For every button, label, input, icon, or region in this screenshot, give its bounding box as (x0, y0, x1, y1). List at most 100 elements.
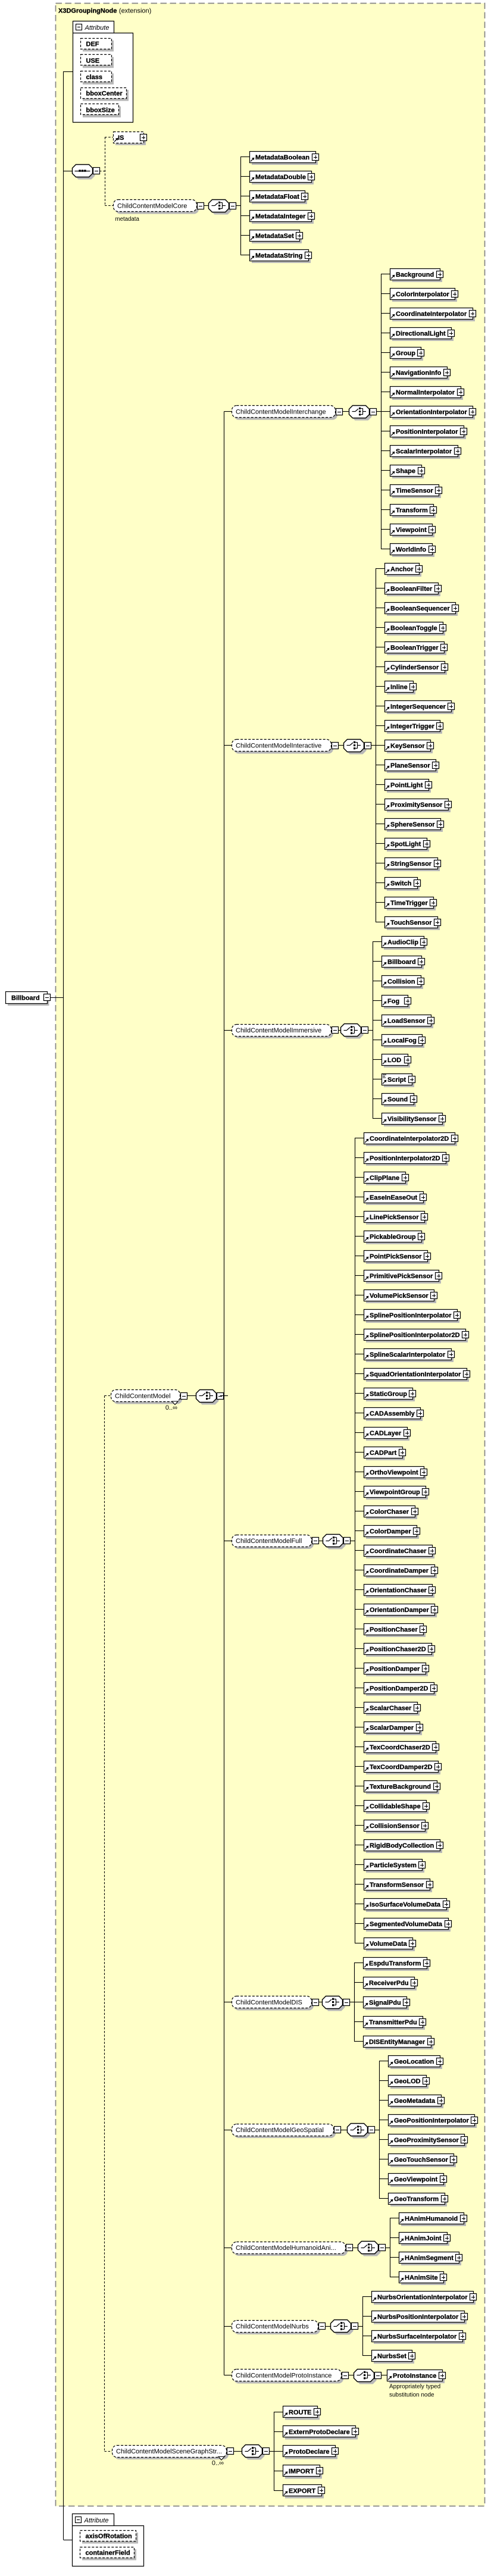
svg-text:GeoMetadata: GeoMetadata (394, 2098, 436, 2105)
svg-text:PositionDamper: PositionDamper (370, 1666, 420, 1673)
svg-text:VolumePickSensor: VolumePickSensor (370, 1292, 429, 1300)
svg-text:CoordinateInterpolator: CoordinateInterpolator (396, 311, 467, 318)
svg-text:HAnimSegment: HAnimSegment (405, 2255, 454, 2262)
svg-text:PositionInterpolator: PositionInterpolator (396, 428, 458, 436)
svg-text:SplinePositionInterpolator: SplinePositionInterpolator (370, 1312, 452, 1319)
svg-text:X3DGroupingNode: X3DGroupingNode (58, 8, 117, 15)
svg-text:IsoSurfaceVolumeData: IsoSurfaceVolumeData (370, 1901, 441, 1908)
svg-text:TimeSensor: TimeSensor (396, 487, 433, 494)
svg-text:CoordinateDamper: CoordinateDamper (370, 1567, 429, 1575)
svg-text:OrientationInterpolator: OrientationInterpolator (396, 409, 468, 416)
svg-text:RigidBodyCollection: RigidBodyCollection (370, 1842, 434, 1849)
svg-text:OrientationChaser: OrientationChaser (370, 1587, 427, 1594)
svg-text:LinePickSensor: LinePickSensor (370, 1214, 419, 1221)
svg-text:ColorChaser: ColorChaser (370, 1508, 409, 1516)
svg-text:BooleanSequencer: BooleanSequencer (390, 605, 450, 612)
svg-text:WorldInfo: WorldInfo (396, 546, 426, 553)
svg-text:IMPORT: IMPORT (289, 2468, 314, 2475)
svg-text:GeoLOD: GeoLOD (394, 2078, 421, 2085)
svg-text:DirectionalLight: DirectionalLight (396, 330, 446, 337)
svg-text:PointLight: PointLight (390, 782, 423, 789)
svg-text:PositionChaser2D: PositionChaser2D (370, 1646, 426, 1653)
svg-text:Group: Group (396, 350, 415, 357)
svg-text:Sound: Sound (387, 1096, 408, 1103)
svg-text:ChildContentModelNurbs: ChildContentModelNurbs (236, 2323, 309, 2330)
svg-text:SegmentedVolumeData: SegmentedVolumeData (370, 1921, 443, 1928)
svg-text:LOD: LOD (387, 1057, 401, 1064)
svg-text:CoordinateChaser: CoordinateChaser (370, 1548, 427, 1555)
svg-text:HAnimSite: HAnimSite (405, 2274, 438, 2281)
svg-text:ScalarInterpolator: ScalarInterpolator (396, 448, 452, 455)
svg-text:NurbsPositionInterpolator: NurbsPositionInterpolator (377, 2314, 459, 2321)
svg-text:ProtoInstance: ProtoInstance (393, 2372, 436, 2380)
svg-text:ViewpointGroup: ViewpointGroup (370, 1489, 420, 1496)
svg-text:StaticGroup: StaticGroup (370, 1391, 407, 1398)
svg-text:HAnimHumanoid: HAnimHumanoid (405, 2215, 458, 2223)
svg-text:MetadataBoolean: MetadataBoolean (255, 154, 309, 161)
svg-text:axisOfRotation: axisOfRotation (86, 2533, 133, 2540)
svg-text:ChildContentModelInterchange: ChildContentModelInterchange (236, 409, 326, 416)
svg-text:MetadataInteger: MetadataInteger (255, 213, 306, 220)
svg-text:ChildContentModelInteractive: ChildContentModelInteractive (236, 743, 321, 750)
svg-text:ScalarChaser: ScalarChaser (370, 1705, 412, 1712)
svg-text:SquadOrientationInterpolator: SquadOrientationInterpolator (370, 1371, 461, 1378)
svg-text:ChildContentModelCore: ChildContentModelCore (117, 203, 187, 210)
svg-text:SignalPdu: SignalPdu (369, 1999, 401, 2007)
svg-text:LoadSensor: LoadSensor (387, 1018, 426, 1025)
svg-text:Viewpoint: Viewpoint (396, 527, 427, 534)
svg-text:CADAssembly: CADAssembly (370, 1410, 415, 1417)
svg-text:MetadataDouble: MetadataDouble (255, 174, 306, 181)
svg-text:StringSensor: StringSensor (390, 860, 432, 868)
svg-text:CoordinateInterpolator2D: CoordinateInterpolator2D (370, 1135, 449, 1143)
svg-text:SplineScalarInterpolator: SplineScalarInterpolator (370, 1351, 446, 1359)
svg-text:Billboard: Billboard (387, 959, 416, 966)
svg-text:SpotLight: SpotLight (390, 841, 421, 848)
svg-text:Attribute: Attribute (85, 24, 110, 32)
svg-text:Anchor: Anchor (390, 566, 414, 573)
svg-text:TexCoordDamper2D: TexCoordDamper2D (370, 1764, 433, 1771)
svg-text:PointPickSensor: PointPickSensor (370, 1253, 422, 1260)
svg-text:EspduTransform: EspduTransform (369, 1960, 421, 1967)
svg-text:LocalFog: LocalFog (387, 1037, 417, 1044)
svg-text:Transform: Transform (396, 507, 428, 514)
svg-text:(extension): (extension) (119, 8, 151, 15)
svg-text:GeoPositionInterpolator: GeoPositionInterpolator (394, 2117, 470, 2124)
svg-text:ParticleSystem: ParticleSystem (370, 1862, 417, 1869)
svg-text:EaseInEaseOut: EaseInEaseOut (370, 1194, 417, 1201)
svg-text:ChildContentModelImmersive: ChildContentModelImmersive (236, 1027, 321, 1034)
svg-text:ChildContentModelGeoSpatial: ChildContentModelGeoSpatial (236, 2127, 324, 2134)
svg-text:BooleanTrigger: BooleanTrigger (390, 644, 439, 652)
svg-text:GeoProximitySensor: GeoProximitySensor (394, 2137, 459, 2144)
svg-text:ReceiverPdu: ReceiverPdu (369, 1980, 409, 1987)
svg-text:ProximitySensor: ProximitySensor (390, 802, 443, 809)
svg-text:SplinePositionInterpolator2D: SplinePositionInterpolator2D (370, 1332, 460, 1339)
svg-text:VisibilitySensor: VisibilitySensor (387, 1116, 437, 1123)
svg-text:ProtoDeclare: ProtoDeclare (289, 2449, 329, 2456)
svg-text:BooleanFilter: BooleanFilter (390, 586, 433, 593)
svg-text:ChildContentModel: ChildContentModel (115, 1393, 171, 1400)
svg-text:CADLayer: CADLayer (370, 1430, 402, 1437)
svg-text:PickableGroup: PickableGroup (370, 1234, 416, 1241)
svg-text:CADPart: CADPart (370, 1450, 397, 1457)
svg-text:NurbsSurfaceInterpolator: NurbsSurfaceInterpolator (377, 2333, 457, 2340)
svg-text:class: class (86, 74, 103, 81)
svg-text:GeoViewpoint: GeoViewpoint (394, 2176, 437, 2183)
svg-text:MetadataString: MetadataString (255, 252, 302, 259)
svg-text:ROUTE: ROUTE (289, 2409, 312, 2417)
svg-text:Billboard: Billboard (11, 995, 40, 1002)
svg-text:TransmitterPdu: TransmitterPdu (369, 2019, 417, 2026)
svg-text:PositionInterpolator2D: PositionInterpolator2D (370, 1155, 440, 1162)
svg-text:ChildContentModelHumanoidAni..: ChildContentModelHumanoidAni... (236, 2245, 336, 2252)
svg-text:IntegerTrigger: IntegerTrigger (390, 723, 435, 730)
svg-text:CollisionSensor: CollisionSensor (370, 1823, 420, 1830)
svg-text:GeoTransform: GeoTransform (394, 2196, 439, 2203)
svg-text:containerField: containerField (86, 2550, 130, 2557)
svg-text:Shape: Shape (396, 468, 415, 475)
svg-text:GeoTouchSensor: GeoTouchSensor (394, 2156, 449, 2164)
svg-text:ExternProtoDeclare: ExternProtoDeclare (289, 2429, 350, 2436)
svg-text:ScalarDamper: ScalarDamper (370, 1724, 414, 1732)
svg-text:Attribute: Attribute (84, 2517, 109, 2524)
svg-text:0..∞: 0..∞ (212, 2460, 224, 2467)
svg-text:DISEntityManager: DISEntityManager (369, 2039, 426, 2046)
svg-text:CylinderSensor: CylinderSensor (390, 664, 439, 671)
